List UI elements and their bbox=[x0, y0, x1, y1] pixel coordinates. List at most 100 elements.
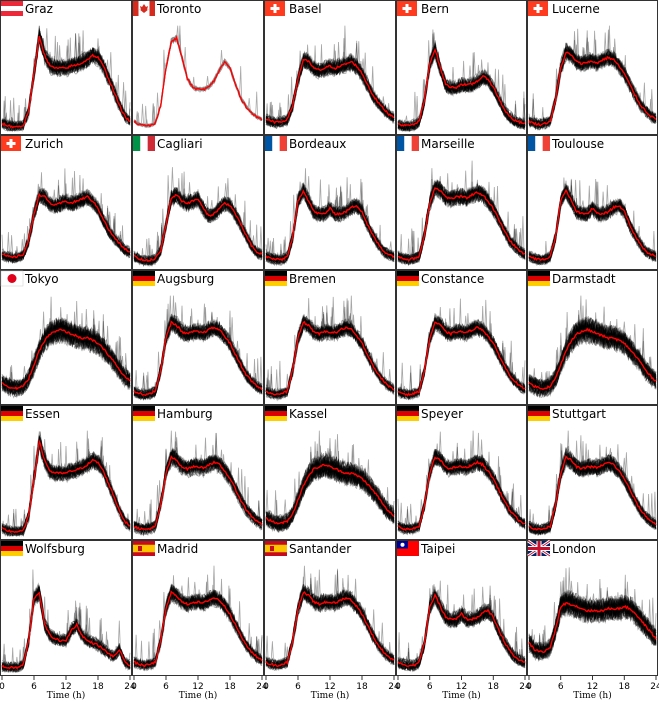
median-curve bbox=[133, 35, 263, 128]
day-curve bbox=[265, 55, 395, 128]
day-curve bbox=[528, 32, 657, 128]
day-curve bbox=[265, 589, 395, 670]
day-curve bbox=[1, 33, 131, 129]
day-curve bbox=[1, 437, 131, 533]
day-curve bbox=[397, 52, 526, 133]
day-curve bbox=[265, 44, 395, 125]
median-curve bbox=[133, 193, 263, 263]
day-curve bbox=[133, 317, 263, 398]
day-curve bbox=[528, 42, 657, 125]
panel-frame bbox=[396, 135, 527, 270]
day-curve bbox=[1, 437, 131, 532]
day-curve bbox=[265, 57, 395, 125]
panel-title: Darmstadt bbox=[552, 272, 616, 286]
x-axis-label: Time (h) bbox=[573, 690, 611, 701]
panel-augsburg: Augsburg bbox=[132, 270, 264, 405]
day-curve bbox=[397, 585, 526, 666]
median-curve bbox=[133, 590, 263, 668]
day-curve bbox=[265, 587, 395, 665]
day-curves bbox=[528, 25, 657, 131]
day-curves bbox=[133, 167, 263, 268]
day-curve bbox=[1, 328, 131, 397]
day-curve bbox=[397, 449, 526, 529]
panel-basel: Basel bbox=[264, 0, 396, 135]
day-curve bbox=[265, 59, 395, 128]
x-tick-label: 6 bbox=[295, 682, 301, 692]
day-curve bbox=[1, 326, 131, 397]
day-curve bbox=[1, 189, 131, 259]
day-curve bbox=[1, 35, 131, 128]
day-curve bbox=[1, 318, 131, 391]
day-curve bbox=[133, 314, 263, 395]
day-curve bbox=[1, 320, 131, 395]
day-curve bbox=[1, 307, 131, 391]
day-curve bbox=[1, 437, 131, 535]
day-curve bbox=[397, 305, 526, 400]
day-curves bbox=[397, 160, 526, 267]
day-curve bbox=[1, 317, 131, 389]
day-curve bbox=[528, 444, 657, 535]
day-curve bbox=[265, 295, 395, 397]
de-flag-icon bbox=[1, 541, 23, 556]
day-curve bbox=[528, 324, 657, 395]
x-tick-label: 0 bbox=[131, 682, 137, 692]
day-curve bbox=[265, 462, 395, 530]
day-curve bbox=[397, 431, 526, 530]
day-curve bbox=[265, 177, 395, 265]
day-curve bbox=[133, 189, 262, 264]
panel-hamburg: Hamburg bbox=[132, 405, 264, 540]
day-curve bbox=[528, 595, 657, 657]
panel-wolfsburg: Wolfsburg 0 6 12 18 24 Time (h) bbox=[0, 540, 136, 701]
day-curve bbox=[265, 588, 395, 666]
day-curve bbox=[133, 316, 263, 397]
day-curve bbox=[528, 430, 657, 535]
x-tick-label: 18 bbox=[356, 682, 368, 692]
day-curve bbox=[1, 192, 131, 261]
day-curve bbox=[528, 25, 657, 125]
panel-darmstadt: Darmstadt bbox=[527, 270, 658, 405]
day-curve bbox=[528, 444, 657, 535]
day-curve bbox=[528, 596, 657, 657]
day-curve bbox=[1, 179, 131, 262]
x-tick-label: 6 bbox=[163, 682, 169, 692]
panel-frame bbox=[396, 405, 527, 540]
day-curve bbox=[528, 192, 657, 265]
day-curve bbox=[1, 591, 131, 671]
day-curve bbox=[528, 52, 657, 131]
panel-cagliari: Cagliari bbox=[132, 135, 264, 270]
day-curve bbox=[528, 184, 657, 261]
gb-flag-icon bbox=[527, 539, 551, 558]
day-curve bbox=[397, 181, 526, 260]
day-curve bbox=[528, 314, 657, 396]
day-curve bbox=[265, 452, 395, 531]
day-curve bbox=[397, 179, 526, 261]
day-curve bbox=[528, 322, 657, 393]
day-curve bbox=[528, 324, 657, 396]
panel-stuttgart: Stuttgart bbox=[527, 405, 658, 540]
day-curve bbox=[397, 315, 526, 396]
day-curve bbox=[265, 569, 395, 671]
day-curve bbox=[397, 456, 526, 536]
median-curve bbox=[265, 58, 395, 125]
day-curve bbox=[528, 451, 657, 532]
day-curve bbox=[397, 48, 526, 132]
day-curve bbox=[528, 316, 657, 387]
day-curve bbox=[528, 192, 657, 266]
day-curve bbox=[265, 182, 395, 264]
day-curve bbox=[528, 582, 657, 657]
day-curve bbox=[265, 53, 395, 125]
day-curve bbox=[133, 35, 263, 127]
day-curve bbox=[133, 430, 263, 531]
day-curve bbox=[265, 52, 395, 122]
x-tick-label: 6 bbox=[31, 682, 37, 692]
day-curve bbox=[1, 317, 131, 389]
day-curve bbox=[133, 432, 263, 530]
day-curves bbox=[133, 295, 263, 401]
day-curve bbox=[265, 312, 395, 398]
median-curve bbox=[528, 188, 657, 262]
day-curve bbox=[528, 454, 657, 534]
day-curve bbox=[265, 439, 395, 531]
day-curve bbox=[528, 326, 657, 394]
day-curve bbox=[528, 592, 657, 650]
day-curve bbox=[397, 443, 526, 532]
